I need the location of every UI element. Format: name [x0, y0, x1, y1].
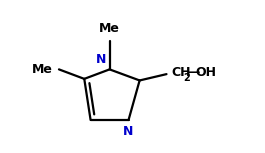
Text: CH: CH — [171, 66, 191, 79]
Text: N: N — [123, 125, 134, 138]
Text: 2: 2 — [183, 73, 190, 83]
Text: N: N — [96, 53, 107, 66]
Text: —: — — [188, 66, 200, 79]
Text: Me: Me — [32, 63, 53, 76]
Text: OH: OH — [196, 66, 217, 79]
Text: Me: Me — [99, 22, 120, 35]
